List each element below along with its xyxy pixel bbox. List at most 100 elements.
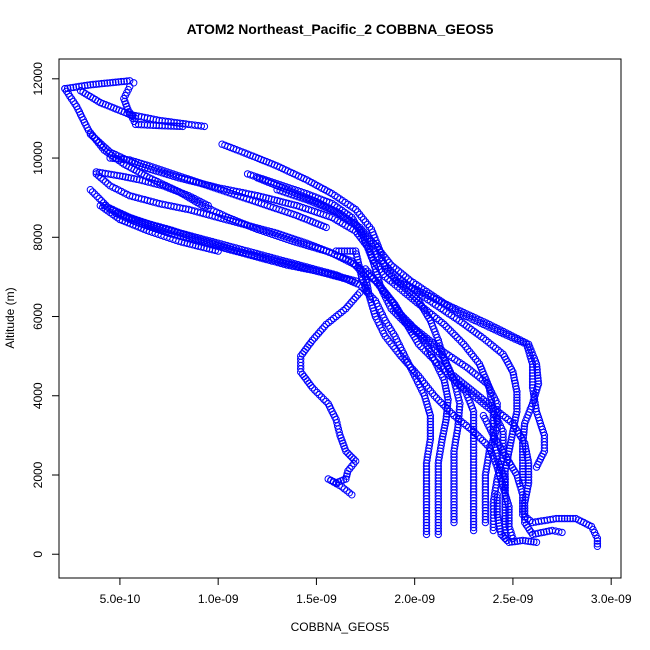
data-point	[520, 422, 529, 430]
data-point	[484, 400, 493, 408]
data-point	[402, 273, 410, 281]
data-point	[126, 77, 134, 85]
data-point	[239, 248, 248, 257]
data-point	[393, 307, 401, 315]
data-point	[472, 390, 480, 398]
data-point	[494, 346, 502, 354]
data-point	[425, 409, 434, 417]
data-point	[503, 536, 511, 545]
data-point	[482, 336, 490, 344]
data-point	[267, 195, 276, 203]
y-tick-label: 0	[31, 551, 45, 558]
data-point	[356, 289, 364, 297]
data-point	[501, 506, 509, 514]
data-point	[270, 196, 278, 204]
data-point	[114, 78, 123, 86]
data-point	[395, 309, 404, 317]
data-point	[509, 371, 518, 379]
data-point	[381, 332, 389, 340]
data-point	[402, 316, 410, 324]
data-point	[492, 344, 500, 352]
plot-frame	[58, 58, 622, 579]
data-point	[443, 393, 452, 401]
data-point	[354, 208, 362, 216]
data-point	[501, 523, 509, 531]
data-point	[555, 514, 563, 523]
data-point	[354, 291, 362, 299]
data-point	[494, 513, 502, 522]
data-point	[334, 310, 343, 319]
data-point	[439, 430, 447, 438]
data-point	[501, 503, 509, 511]
data-point	[279, 198, 287, 206]
data-point	[103, 79, 112, 87]
data-point	[287, 260, 295, 269]
data-point	[516, 537, 524, 545]
data-point	[533, 363, 541, 371]
data-point	[310, 334, 319, 342]
data-point	[236, 248, 245, 256]
data-point	[363, 220, 372, 229]
data-point	[501, 481, 509, 489]
data-point	[346, 300, 354, 308]
data-point	[501, 526, 509, 534]
data-point	[510, 376, 519, 385]
data-point	[338, 273, 346, 281]
data-point	[385, 337, 393, 345]
data-point	[552, 514, 560, 523]
data-point	[519, 470, 527, 479]
data-point	[365, 269, 374, 278]
data-point	[381, 253, 389, 262]
data-point	[414, 329, 423, 338]
data-point	[123, 156, 131, 164]
data-point	[453, 333, 461, 342]
data-point	[400, 314, 408, 322]
data-point	[131, 114, 140, 123]
data-point	[521, 537, 530, 545]
data-point	[406, 293, 414, 301]
data-point	[441, 381, 449, 390]
x-tick-label: 3.0e-09	[591, 592, 632, 606]
data-point	[430, 392, 438, 400]
data-point	[117, 155, 126, 163]
data-point	[469, 352, 478, 361]
data-point	[563, 514, 572, 523]
x-tick-label: 5.0e-10	[100, 592, 141, 606]
data-point	[479, 396, 488, 404]
data-point	[450, 372, 458, 380]
data-point	[478, 436, 487, 445]
data-point	[505, 538, 513, 546]
data-point	[106, 154, 114, 162]
data-point	[496, 348, 505, 356]
data-point	[309, 266, 318, 274]
data-point	[88, 132, 97, 141]
data-point	[389, 298, 397, 306]
data-point	[348, 298, 356, 306]
data-point	[492, 405, 500, 414]
data-point	[359, 215, 368, 224]
data-point	[469, 526, 478, 535]
data-point	[468, 350, 476, 358]
data-point	[511, 379, 519, 387]
data-point	[179, 122, 187, 131]
data-point	[130, 175, 138, 183]
y-tick-label: 12000	[31, 62, 45, 96]
data-point	[259, 253, 267, 262]
data-point	[121, 173, 130, 181]
data-point	[391, 345, 399, 353]
data-point	[442, 415, 450, 424]
data-point	[251, 251, 259, 260]
data-point	[338, 483, 346, 491]
data-point	[350, 459, 358, 468]
data-point	[524, 479, 533, 487]
data-point	[316, 327, 324, 335]
data-point	[389, 263, 398, 271]
data-point	[204, 201, 213, 210]
data-point	[130, 79, 138, 87]
data-point	[465, 384, 473, 392]
data-point	[441, 421, 449, 429]
data-point	[533, 371, 542, 380]
data-point	[593, 542, 602, 550]
data-point	[524, 476, 533, 484]
data-point	[540, 528, 548, 536]
